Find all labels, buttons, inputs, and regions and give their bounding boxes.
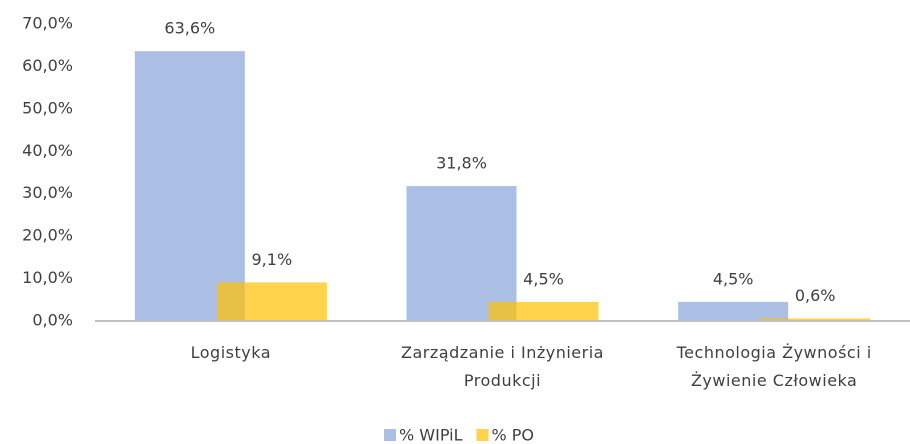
value-label: 4,5% [713, 269, 754, 288]
legend-label: % WIPiL [399, 426, 463, 444]
legend-swatch [384, 429, 396, 441]
value-label: 63,6% [164, 19, 215, 38]
value-label: 31,8% [436, 154, 487, 173]
y-tick-label: 20,0% [22, 226, 73, 245]
legend-label: % PO [491, 426, 534, 444]
y-tick-label: 40,0% [22, 141, 73, 160]
x-tick-label: Zarządzanie i Inżynieria Produkcji [401, 343, 604, 390]
y-tick-label: 0,0% [32, 311, 73, 330]
value-label: 0,6% [795, 286, 836, 305]
y-tick-label: 10,0% [22, 268, 73, 287]
value-label: 9,1% [252, 250, 293, 269]
bar [406, 186, 517, 321]
value-label: 4,5% [523, 269, 564, 288]
bar [216, 282, 327, 321]
bar [678, 301, 789, 321]
y-tick-label: 70,0% [22, 14, 73, 33]
legend-swatch [476, 429, 489, 441]
bar [134, 51, 245, 321]
x-tick-label: Logistyka [190, 343, 272, 362]
y-tick-label: 60,0% [22, 56, 73, 75]
bar [760, 318, 871, 321]
bar [488, 301, 599, 321]
y-tick-label: 50,0% [22, 98, 73, 117]
x-tick-label: Technologia Żywności i Żywienie Człowiek… [676, 343, 872, 390]
y-tick-label: 30,0% [22, 183, 73, 202]
